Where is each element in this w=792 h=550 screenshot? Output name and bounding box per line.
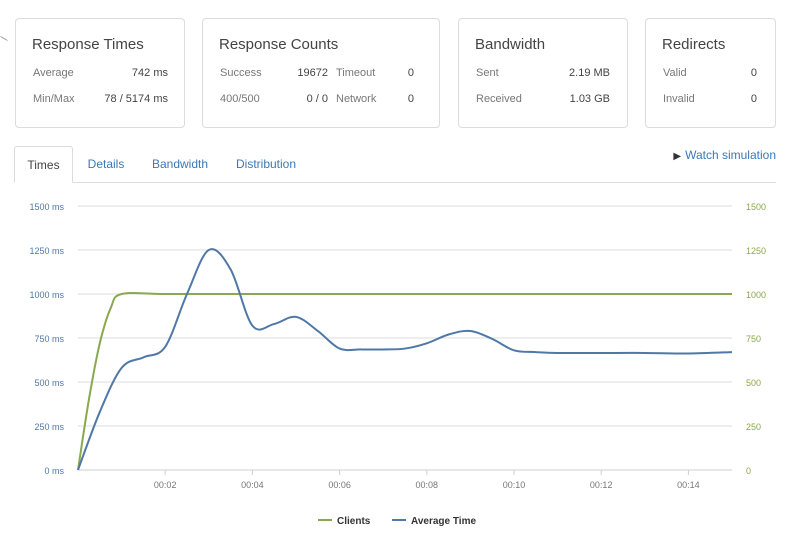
timeout-label: Timeout <box>336 67 376 79</box>
clients-series-line <box>77 291 732 471</box>
y-tick-label-left: 0 ms <box>44 466 64 476</box>
chart-tabs: Times Details Bandwidth Distribution <box>14 146 776 183</box>
error-label: 400/500 <box>220 93 260 105</box>
y-tick-label-right: 500 <box>746 378 761 388</box>
average-label: Average <box>33 67 74 79</box>
card-title: Redirects <box>662 36 726 53</box>
redirects-card: Redirects Valid 0 Invalid 0 <box>645 18 776 128</box>
response-time-chart: 0 ms 0 250 ms 250 500 ms 500 750 ms 750 1000 ms 1… <box>29 202 766 527</box>
network-value: 0 <box>407 93 414 105</box>
card-title: Bandwidth <box>475 36 546 53</box>
y-tick-label-right: 1500 <box>746 202 766 212</box>
legend-average-time: Average Time <box>411 516 476 527</box>
error-value: 0 / 0 <box>306 93 328 105</box>
average-time-series-line <box>77 248 733 471</box>
success-value: 19672 <box>297 67 328 79</box>
y-tick-label-left: 500 ms <box>34 378 64 388</box>
watch-simulation-link[interactable]: ▶ Watch simulation <box>673 148 776 162</box>
corner-mark <box>0 36 8 41</box>
y-tick-label-right: 1250 <box>746 246 766 256</box>
received-value: 1.03 GB <box>569 93 610 105</box>
x-tick-label: 00:06 <box>328 480 351 490</box>
y-tick-label-right: 250 <box>746 422 761 432</box>
watch-simulation-label: Watch simulation <box>685 148 776 162</box>
play-icon: ▶ <box>673 151 682 162</box>
tab-distribution[interactable]: Distribution <box>235 157 297 171</box>
bandwidth-card: Bandwidth Sent 2.19 MB Received 1.03 GB <box>458 18 628 128</box>
tab-bandwidth[interactable]: Bandwidth <box>151 157 209 171</box>
received-label: Received <box>476 93 522 105</box>
x-tick-label: 00:02 <box>154 480 177 490</box>
legend-clients: Clients <box>337 516 371 527</box>
success-label: Success <box>220 67 262 79</box>
y-tick-label-left: 250 ms <box>34 422 64 432</box>
invalid-label: Invalid <box>663 93 695 105</box>
response-times-card: Response Times Average 742 ms Min/Max 78… <box>15 18 185 128</box>
sent-value: 2.19 MB <box>569 67 610 79</box>
x-tick-label: 00:04 <box>241 480 264 490</box>
minmax-value: 78 / 5174 ms <box>104 93 168 105</box>
y-tick-label-right: 0 <box>746 466 751 476</box>
x-tick-label: 00:08 <box>416 480 439 490</box>
y-tick-label-left: 750 ms <box>34 334 64 344</box>
y-tick-label-left: 1250 ms <box>29 246 64 256</box>
y-tick-label-left: 1000 ms <box>29 290 64 300</box>
timeout-value: 0 <box>407 67 414 79</box>
x-tick-label: 00:12 <box>590 480 613 490</box>
y-tick-label-right: 750 <box>746 334 761 344</box>
x-tick-label: 00:10 <box>503 480 526 490</box>
y-tick-label-right: 1000 <box>746 290 766 300</box>
sent-label: Sent <box>476 67 499 79</box>
valid-label: Valid <box>663 67 687 79</box>
average-value: 742 ms <box>131 67 168 79</box>
tab-times[interactable]: Times <box>14 146 73 183</box>
x-tick-label: 00:14 <box>677 480 700 490</box>
response-counts-card: Response Counts Success 19672 Timeout 0 … <box>202 18 440 128</box>
invalid-value: 0 <box>750 93 757 105</box>
y-tick-label-left: 1500 ms <box>29 202 64 212</box>
card-title: Response Times <box>32 36 144 53</box>
minmax-label: Min/Max <box>33 93 75 105</box>
network-label: Network <box>336 93 377 105</box>
valid-value: 0 <box>750 67 757 79</box>
card-title: Response Counts <box>219 36 339 53</box>
tab-details[interactable]: Details <box>87 157 125 171</box>
